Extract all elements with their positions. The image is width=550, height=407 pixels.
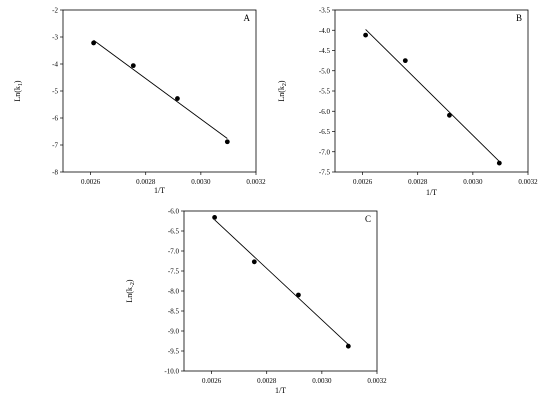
chart-a-plot-frame xyxy=(62,9,257,173)
chart-b-y-axis-label: Ln(k2) xyxy=(277,80,288,102)
chart-a-y-tick-label: -3 xyxy=(52,34,58,42)
chart-c-fit-line xyxy=(214,219,349,345)
chart-c-data-point xyxy=(296,292,301,298)
chart-b-data-point xyxy=(496,160,502,166)
chart-a-y-tick-label: -6 xyxy=(52,115,58,123)
chart-a-y-tick-label: -5 xyxy=(52,88,58,96)
chart-b-x-axis-label: 1/T xyxy=(426,188,437,197)
chart-a-data-point xyxy=(175,96,180,101)
chart-b-y-tick-label: -5.0 xyxy=(319,67,331,75)
chart-c-x-tick-label: 0.0026 xyxy=(202,377,222,385)
chart-c-y-axis-label: Ln(k-2) xyxy=(125,279,136,303)
chart-b-data-point xyxy=(402,58,408,64)
chart-a-y-axis-label: Ln(k1) xyxy=(13,80,24,102)
chart-b-panel-label: B xyxy=(516,13,522,23)
chart-a-y-tick-label: -4 xyxy=(52,61,58,69)
chart-a-y-tick-label: -2 xyxy=(52,7,58,15)
chart-b-y-tick-label: -7.5 xyxy=(319,169,331,177)
chart-a-x-tick-label: 0.0030 xyxy=(191,178,211,186)
chart-b-y-tick-label: -5.5 xyxy=(319,88,331,96)
chart-c-x-tick-label: 0.0030 xyxy=(312,377,332,385)
chart-b-y-tick-label: -4.5 xyxy=(319,47,331,55)
chart-c-y-tick-label: -8.5 xyxy=(168,308,180,316)
chart-c-x-axis-label: 1/T xyxy=(275,386,286,395)
chart-c-y-tick-label: -10.0 xyxy=(164,368,179,376)
chart-a-data-point xyxy=(91,40,97,46)
chart-a-fit-line xyxy=(93,39,228,139)
chart-c-panel-label: C xyxy=(365,214,371,224)
chart-c-data-point xyxy=(212,215,218,220)
chart-a-x-tick-label: 0.0032 xyxy=(246,178,266,186)
chart-b-y-tick-label: -6.5 xyxy=(319,128,331,136)
chart-a-data-point xyxy=(130,63,136,69)
chart-c-y-tick-label: -7.5 xyxy=(168,268,180,276)
chart-a-data-point xyxy=(224,139,230,145)
chart-b-x-tick-label: 0.0028 xyxy=(408,178,428,186)
chart-b-x-tick-label: 0.0026 xyxy=(353,178,373,186)
chart-a-panel-label: A xyxy=(244,13,251,23)
chart-c-y-tick-label: -9.0 xyxy=(168,328,180,336)
chart-b-fit-line xyxy=(365,29,500,162)
chart-b-y-tick-label: -3.5 xyxy=(319,7,331,15)
chart-b-y-tick-label: -6.0 xyxy=(319,108,331,116)
chart-a-y-tick-label: -7 xyxy=(52,142,58,150)
chart-a-x-tick-label: 0.0028 xyxy=(136,178,156,186)
chart-a-x-axis-label: 1/T xyxy=(154,186,165,195)
chart-b-x-tick-label: 0.0030 xyxy=(463,178,483,186)
chart-b-data-point xyxy=(363,32,369,38)
chart-c-y-tick-label: -8.0 xyxy=(168,288,180,296)
chart-b-y-tick-label: -7.0 xyxy=(319,148,331,156)
chart-a-x-tick-label: 0.0026 xyxy=(81,178,101,186)
chart-b-data-point xyxy=(447,112,452,118)
chart-c-y-tick-label: -7.0 xyxy=(168,248,180,256)
chart-b-x-tick-label: 0.0032 xyxy=(518,178,538,186)
chart-c-x-tick-label: 0.0028 xyxy=(257,377,277,385)
chart-c-y-tick-label: -6.5 xyxy=(168,228,180,236)
chart-c-x-tick-label: 0.0032 xyxy=(367,377,387,385)
chart-b-y-tick-label: -4.0 xyxy=(319,27,331,35)
chart-a-y-tick-label: -8 xyxy=(52,169,58,177)
chart-c-y-tick-label: -6.0 xyxy=(168,208,180,216)
chart-c-data-point xyxy=(251,259,257,265)
chart-c-y-tick-label: -9.5 xyxy=(168,348,180,356)
chart-c-data-point xyxy=(345,343,351,349)
